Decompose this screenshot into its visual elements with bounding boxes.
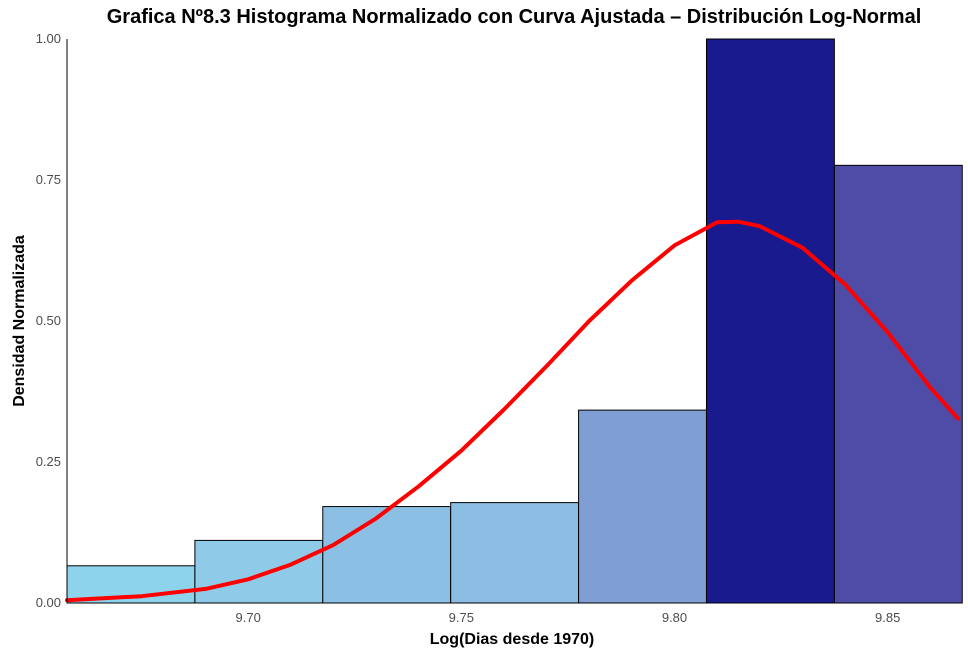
chart-title: Grafica Nº8.3 Histograma Normalizado con… [106, 6, 922, 28]
histogram-bar-3 [322, 506, 452, 604]
histogram-bar-5 [578, 409, 707, 604]
y-axis-title: Densidad Normalizada [11, 235, 28, 407]
x-axis-ticks: 9.70 9.75 9.80 9.85 [236, 610, 901, 625]
curve-layer [65, 219, 960, 603]
x-axis-title: Log(Dias desde 1970) [430, 631, 595, 648]
y-tick-label: 0.00 [36, 595, 61, 610]
y-tick-label: 0.25 [36, 454, 61, 469]
x-tick-label: 9.75 [449, 610, 474, 625]
x-tick-label: 9.80 [662, 610, 687, 625]
x-tick-label: 9.85 [875, 610, 900, 625]
histogram-bar-2 [194, 539, 324, 604]
y-tick-label: 0.75 [36, 172, 61, 187]
y-axis-ticks: 0.00 0.25 0.50 0.75 1.00 [36, 31, 61, 610]
bars-layer [66, 38, 963, 604]
y-tick-label: 1.00 [36, 31, 61, 46]
histogram-bar-4 [450, 502, 580, 604]
histogram-bar-6 [705, 38, 835, 604]
histogram-bar-7 [833, 164, 963, 604]
x-tick-label: 9.70 [236, 610, 261, 625]
y-tick-label: 0.50 [36, 313, 61, 328]
fitted-lognormal-curve [65, 219, 960, 603]
